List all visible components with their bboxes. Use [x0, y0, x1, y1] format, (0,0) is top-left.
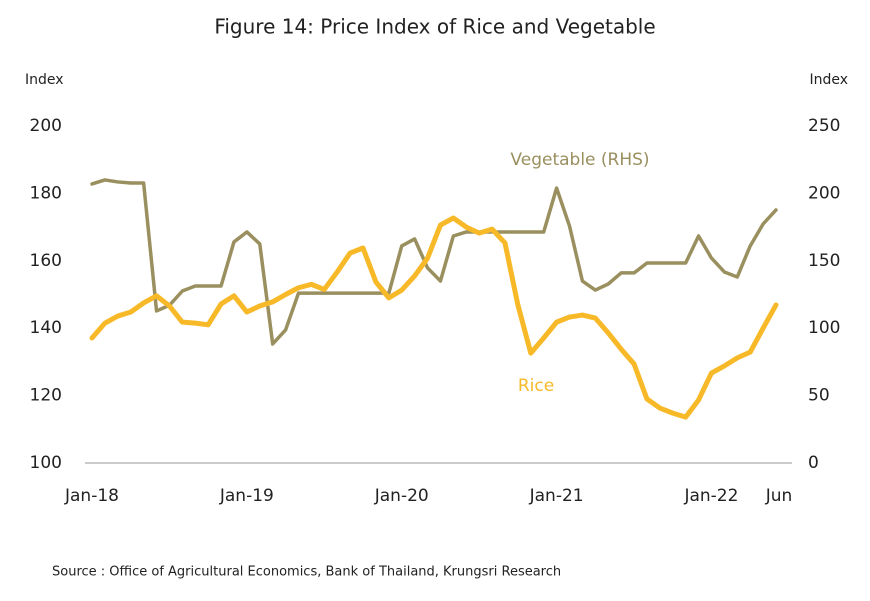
y-tick-label: 140 — [30, 318, 62, 338]
x-tick-label: Jun — [765, 486, 793, 506]
series-line — [89, 215, 779, 420]
y-tick-label: 180 — [30, 183, 62, 203]
x-tick-label: Jan-21 — [529, 486, 584, 506]
series-line — [90, 178, 778, 346]
y-tick-label: 120 — [30, 386, 62, 406]
x-tick-label: Jan-22 — [683, 486, 738, 506]
y-tick-label: 200 — [30, 116, 62, 136]
source-note: Source : Office of Agricultural Economic… — [52, 565, 561, 580]
y2-tick-label: 200 — [808, 183, 840, 203]
x-tick-label: Jan-19 — [219, 486, 274, 506]
y2-tick-label: 50 — [808, 386, 830, 406]
y2-tick-label: 150 — [808, 251, 840, 271]
y-tick-label: 100 — [30, 453, 62, 473]
y2-tick-label: 100 — [808, 318, 840, 338]
chart-title: Figure 14: Price Index of Rice and Veget… — [214, 15, 655, 39]
x-tick-label: Jan-18 — [64, 486, 119, 506]
y2-tick-label: 0 — [808, 453, 819, 473]
annotation: Vegetable (RHS) — [510, 150, 649, 170]
x-tick-label: Jan-20 — [374, 486, 429, 506]
y-tick-label: 160 — [30, 251, 62, 271]
annotation: Rice — [518, 376, 554, 396]
y-axis-label: Index — [25, 72, 64, 88]
y2-tick-label: 250 — [808, 116, 840, 136]
y2-axis-label: Index — [809, 72, 848, 88]
